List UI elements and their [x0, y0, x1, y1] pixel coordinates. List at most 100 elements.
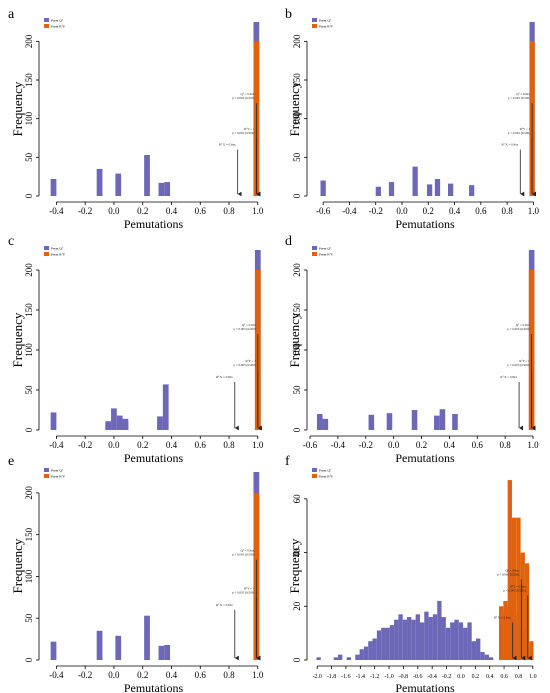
panel-e: e Frequency 0 50 100 150 200 -0.4 -0.2 0.0 0.2 0.4 0…: [8, 454, 264, 693]
panel-d: d Frequency 0 50 100 150 200 -0.6 -0.4 -0.2 0.0 0.2…: [285, 234, 539, 465]
x-tick-label: 0.6: [472, 440, 484, 450]
x-axis-label: Pemutations: [124, 681, 184, 693]
bar-perm-q2: [381, 627, 386, 660]
bar-perm-q2: [484, 654, 489, 660]
legend-label-r2y: Perm R²Y: [51, 25, 66, 29]
y-tick-label: 0: [292, 427, 302, 432]
legend-label-r2y: Perm R²Y: [51, 475, 66, 479]
bar-perm-q2: [162, 384, 169, 430]
y-tick-label: 100: [24, 569, 34, 583]
x-tick-label: 0.6: [195, 440, 207, 450]
bar-perm-q2: [388, 182, 395, 196]
annotation-label: p < 0.005 (0/200): [507, 363, 529, 367]
bar-perm-q2: [394, 619, 399, 660]
x-tick-label: 0.0: [388, 440, 400, 450]
y-tick-label: 0: [292, 657, 302, 662]
legend-label-q2: Perm Q²: [51, 469, 63, 473]
x-tick-label: 0.2: [137, 440, 148, 450]
bar-perm-q2: [164, 182, 171, 196]
y-tick-label: 150: [24, 73, 34, 87]
bar-perm-r2y: [524, 563, 530, 660]
annotation-label: R² X = 0.8xx: [502, 143, 519, 147]
bar-perm-q2: [469, 185, 475, 196]
bar-perm-q2: [316, 657, 321, 660]
x-tick-label: 1.0: [252, 206, 264, 216]
y-tick-label: 50: [24, 613, 34, 623]
x-tick-label: 0.4: [444, 440, 456, 450]
x-tick-label: -0.6: [413, 674, 423, 680]
x-tick-label: 0.0: [108, 440, 120, 450]
bar-perm-q2: [445, 627, 451, 660]
annotation-label: R² X = 0.8xx: [494, 615, 511, 619]
bar-perm-q2: [122, 418, 129, 430]
bar-perm-q2: [426, 184, 433, 196]
bar-perm-q2: [467, 622, 472, 660]
bar-perm-q2: [50, 641, 57, 660]
annotation-label: p < 0.005 (0/200): [233, 327, 255, 331]
y-axis-label: Frequency: [287, 312, 302, 367]
annotation-label: R²Y = 1: [244, 586, 255, 590]
panel-f: f Frequency 0 20 40 60 -2.0 -1.8 -1.6 -1.4 -1.2 -1.…: [285, 454, 537, 693]
panel-a: a Frequency 0 50 100 150 200 -0.4 -0.2 0.0 0.2 0.4 0…: [8, 7, 264, 231]
legend-swatch-q2: [312, 18, 317, 22]
y-tick-label: 150: [24, 303, 34, 317]
bar-perm-q2: [407, 617, 412, 660]
x-tick-label: -0.2: [78, 670, 92, 680]
legend-swatch-r2y: [312, 252, 317, 256]
y-tick-label: 0: [292, 193, 302, 198]
y-tick-label: 60: [292, 494, 302, 504]
x-axis-label: Pemutations: [124, 217, 184, 231]
panel-letter: e: [8, 454, 14, 469]
x-tick-label: 0.4: [166, 670, 178, 680]
annotation-label: p < 0.005 (0/200): [233, 363, 255, 367]
annotation-label: R²Y = 0.9xx: [510, 585, 526, 589]
bar-perm-q2: [441, 617, 446, 660]
x-tick-label: 0.2: [137, 670, 148, 680]
legend-swatch-q2: [44, 468, 49, 472]
bar-perm-q2: [316, 414, 323, 430]
x-tick-label: 0.4: [166, 440, 178, 450]
x-tick-label: -0.4: [49, 206, 64, 216]
annotation-label: p < 0.005 (0/200): [508, 131, 530, 135]
legend-swatch-q2: [312, 246, 317, 250]
bar-perm-q2: [412, 166, 418, 196]
panel-letter: c: [8, 234, 14, 249]
x-tick-label: 1.0: [252, 670, 264, 680]
y-tick-label: 50: [292, 385, 302, 395]
bar-perm-q2: [434, 178, 441, 196]
annotation-label: R²Y = 1: [520, 127, 531, 131]
y-tick-label: 40: [292, 548, 302, 558]
panel-letter: d: [285, 234, 292, 249]
bar-perm-q2: [411, 619, 416, 660]
annotation-label: Q² = 0.9xx: [242, 323, 256, 327]
bar-perm-q2: [144, 615, 150, 660]
bar-perm-q2: [411, 410, 418, 430]
y-axis-label: Frequency: [287, 81, 302, 136]
x-tick-label: -0.4: [49, 440, 64, 450]
bar-perm-r2y: [516, 517, 521, 660]
x-tick-label: 0.2: [137, 206, 148, 216]
bar-perm-q2: [480, 651, 485, 660]
y-tick-label: 0: [24, 427, 34, 432]
x-tick-label: -2.0: [312, 674, 322, 680]
x-tick-label: 0.8: [223, 670, 235, 680]
y-tick-label: 200: [292, 34, 302, 48]
x-tick-label: 0.6: [500, 674, 508, 680]
y-tick-label: 150: [24, 527, 34, 541]
x-tick-label: 1.0: [252, 440, 264, 450]
legend-label-r2y: Perm R²Y: [319, 25, 334, 29]
panel-letter: a: [8, 7, 15, 22]
annotation-label: R² X = 0.8xx: [216, 375, 233, 379]
legend-swatch-q2: [312, 468, 317, 472]
annotation-label: Q² = 0.9xx: [516, 92, 530, 96]
bar-perm-r2y: [507, 480, 512, 660]
y-tick-label: 200: [24, 486, 34, 500]
y-tick-label: 0: [24, 193, 34, 198]
x-tick-label: -1.6: [341, 674, 351, 680]
annotation-label: p < 0.005 (0/200): [507, 327, 529, 331]
y-tick-label: 50: [24, 385, 34, 395]
bar-perm-q2: [346, 657, 351, 660]
x-tick-label: 0.6: [195, 670, 207, 680]
legend-swatch-r2y: [44, 474, 49, 478]
